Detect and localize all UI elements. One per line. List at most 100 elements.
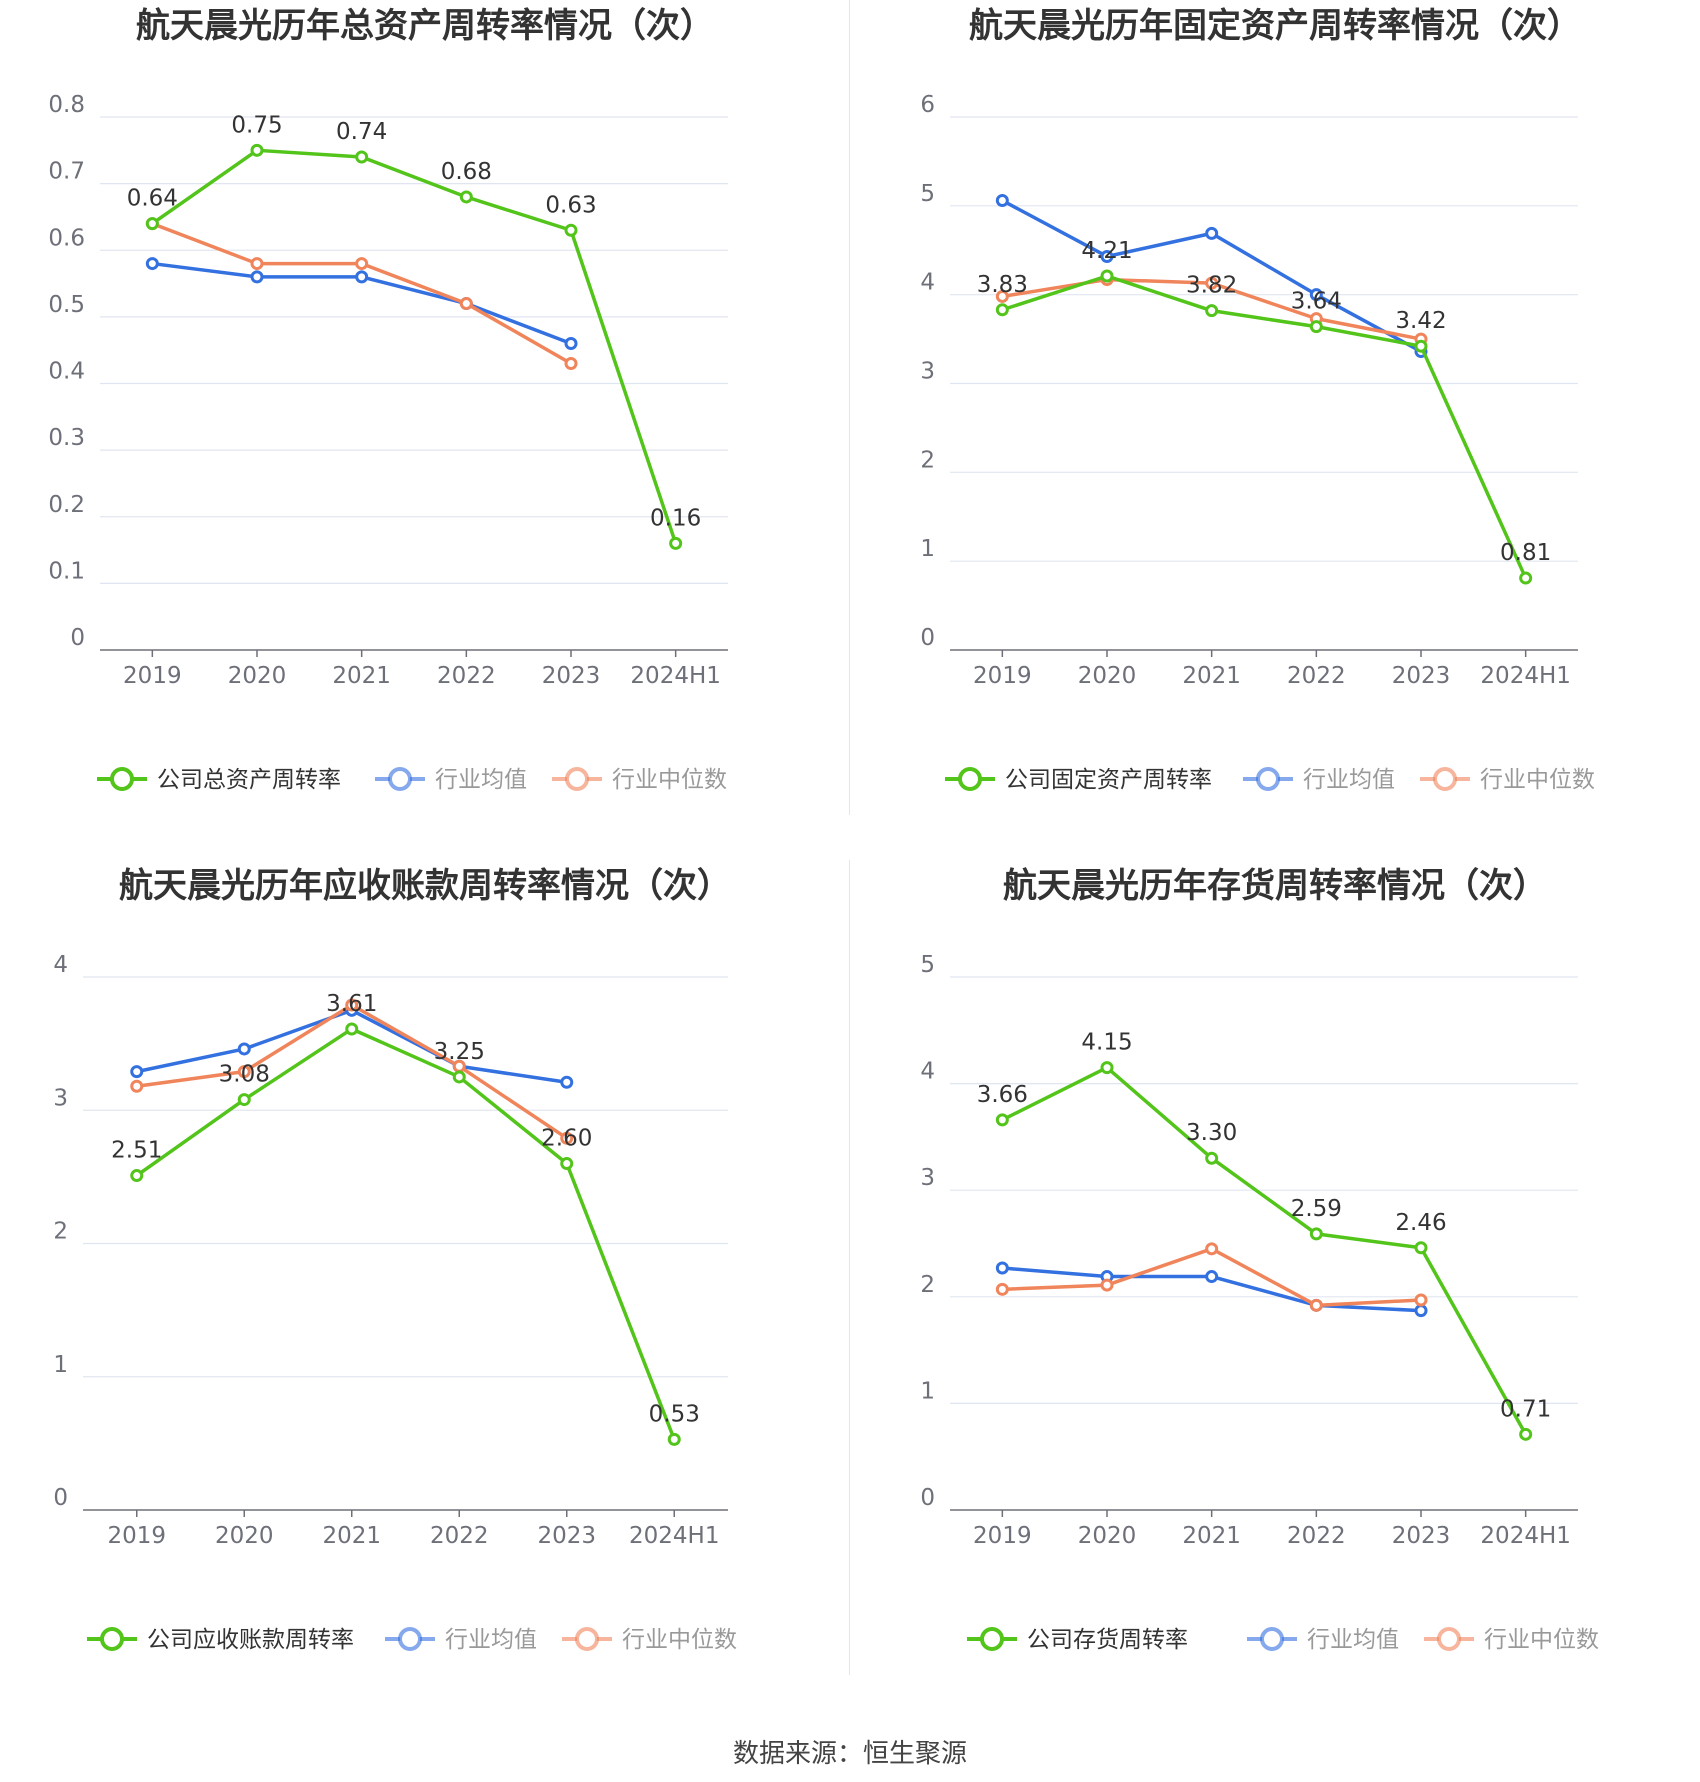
legend-item-company[interactable]: 公司固定资产周转率 bbox=[945, 767, 1212, 793]
legend-label: 行业均值 bbox=[1307, 1627, 1399, 1653]
data-point-company[interactable] bbox=[452, 1070, 466, 1084]
legend-label: 行业均值 bbox=[445, 1627, 537, 1653]
data-point-industry_avg[interactable] bbox=[995, 194, 1009, 208]
data-point-industry_median[interactable] bbox=[1414, 1293, 1428, 1307]
data-point-company[interactable] bbox=[669, 536, 683, 550]
data-point-industry_avg[interactable] bbox=[130, 1065, 144, 1079]
legend-item-industry_median[interactable]: 行业中位数 bbox=[1420, 767, 1595, 793]
y-tick-label: 0.7 bbox=[48, 159, 85, 185]
data-point-industry_median[interactable] bbox=[560, 1131, 574, 1145]
x-tick-label: 2024H1 bbox=[630, 663, 720, 689]
data-point-industry_median[interactable] bbox=[345, 998, 359, 1012]
data-point-industry_median[interactable] bbox=[1100, 1278, 1114, 1292]
data-point-industry_median[interactable] bbox=[1309, 1298, 1323, 1312]
legend-item-industry_median[interactable]: 行业中位数 bbox=[552, 767, 727, 793]
data-point-industry_avg[interactable] bbox=[564, 337, 578, 351]
data-point-company[interactable] bbox=[1414, 339, 1428, 353]
x-tick-label: 2019 bbox=[123, 663, 182, 689]
legend-marker-icon bbox=[980, 1627, 1004, 1651]
data-point-company[interactable] bbox=[250, 143, 264, 157]
legend-marker-icon bbox=[100, 1627, 124, 1651]
data-point-company[interactable] bbox=[1519, 571, 1533, 585]
data-point-company[interactable] bbox=[355, 150, 369, 164]
panel-divider-top bbox=[849, 0, 850, 815]
data-point-company[interactable] bbox=[667, 1432, 681, 1446]
x-tick-label: 2021 bbox=[332, 663, 391, 689]
data-point-company[interactable] bbox=[1205, 1151, 1219, 1165]
data-point-company[interactable] bbox=[459, 190, 473, 204]
data-point-industry_avg[interactable] bbox=[355, 270, 369, 284]
data-point-industry_median[interactable] bbox=[130, 1079, 144, 1093]
y-tick-label: 1 bbox=[920, 536, 935, 562]
legend-item-industry_avg[interactable]: 行业均值 bbox=[375, 767, 527, 793]
y-tick-label: 0.8 bbox=[48, 92, 85, 118]
data-point-company[interactable] bbox=[560, 1157, 574, 1171]
data-point-company[interactable] bbox=[130, 1169, 144, 1183]
data-label: 0.75 bbox=[231, 112, 282, 138]
legend-item-industry_avg[interactable]: 行业均值 bbox=[1243, 767, 1395, 793]
data-label: 3.82 bbox=[1186, 273, 1237, 299]
data-point-industry_avg[interactable] bbox=[145, 257, 159, 271]
legend-label: 行业均值 bbox=[435, 767, 527, 793]
data-point-company[interactable] bbox=[1309, 1227, 1323, 1241]
data-point-industry_avg[interactable] bbox=[1205, 226, 1219, 240]
legend-item-industry_median[interactable]: 行业中位数 bbox=[1424, 1627, 1599, 1653]
data-point-industry_avg[interactable] bbox=[237, 1042, 251, 1056]
y-tick-label: 0.4 bbox=[48, 359, 85, 385]
data-point-company[interactable] bbox=[995, 1113, 1009, 1127]
legend-item-company[interactable]: 公司总资产周转率 bbox=[97, 767, 341, 793]
data-label: 3.61 bbox=[326, 991, 377, 1017]
data-label: 2.60 bbox=[541, 1126, 592, 1152]
data-point-industry_avg[interactable] bbox=[1100, 249, 1114, 263]
data-label: 3.42 bbox=[1395, 308, 1446, 334]
data-point-company[interactable] bbox=[345, 1022, 359, 1036]
y-tick-label: 5 bbox=[920, 181, 935, 207]
x-tick-label: 2022 bbox=[437, 663, 496, 689]
data-point-industry_avg[interactable] bbox=[1309, 288, 1323, 302]
legend-item-company[interactable]: 公司应收账款周转率 bbox=[87, 1627, 354, 1653]
x-tick-label: 2023 bbox=[537, 1523, 596, 1549]
data-point-industry_median[interactable] bbox=[1205, 276, 1219, 290]
data-point-company[interactable] bbox=[237, 1093, 251, 1107]
data-point-industry_median[interactable] bbox=[237, 1065, 251, 1079]
data-point-industry_avg[interactable] bbox=[560, 1075, 574, 1089]
series-line-industry_avg bbox=[136, 1008, 568, 1084]
data-point-company[interactable] bbox=[1414, 1241, 1428, 1255]
data-point-company[interactable] bbox=[1519, 1427, 1533, 1441]
data-point-industry_avg[interactable] bbox=[995, 1261, 1009, 1275]
data-point-industry_median[interactable] bbox=[250, 257, 264, 271]
data-point-company[interactable] bbox=[145, 217, 159, 231]
y-tick-label: 0 bbox=[70, 625, 85, 651]
data-point-industry_median[interactable] bbox=[995, 1282, 1009, 1296]
chart-title: 航天晨光历年固定资产周转率情况（次） bbox=[969, 6, 1581, 46]
data-label: 2.46 bbox=[1395, 1210, 1446, 1236]
legend-label: 行业中位数 bbox=[612, 767, 727, 793]
y-tick-label: 0.5 bbox=[48, 292, 85, 318]
data-point-company[interactable] bbox=[995, 303, 1009, 317]
series-line-industry_median bbox=[151, 221, 572, 366]
data-point-industry_median[interactable] bbox=[355, 257, 369, 271]
data-point-industry_avg[interactable] bbox=[1414, 1304, 1428, 1318]
data-label: 4.21 bbox=[1081, 238, 1132, 264]
legend-item-industry_avg[interactable]: 行业均值 bbox=[385, 1627, 537, 1653]
data-point-industry_median[interactable] bbox=[1205, 1242, 1219, 1256]
data-label: 0.74 bbox=[336, 119, 387, 145]
legend-item-company[interactable]: 公司存货周转率 bbox=[967, 1627, 1188, 1653]
legend-label: 行业均值 bbox=[1303, 767, 1395, 793]
x-tick-label: 2023 bbox=[1392, 1523, 1451, 1549]
data-point-company[interactable] bbox=[1205, 304, 1219, 318]
x-tick-label: 2020 bbox=[1078, 663, 1137, 689]
data-point-company[interactable] bbox=[564, 223, 578, 237]
data-point-company[interactable] bbox=[1100, 1061, 1114, 1075]
data-point-industry_median[interactable] bbox=[564, 357, 578, 371]
data-point-industry_avg[interactable] bbox=[250, 270, 264, 284]
data-point-company[interactable] bbox=[1100, 269, 1114, 283]
y-tick-label: 5 bbox=[920, 952, 935, 978]
legend-item-industry_avg[interactable]: 行业均值 bbox=[1247, 1627, 1399, 1653]
data-point-industry_median[interactable] bbox=[995, 289, 1009, 303]
legend-item-industry_median[interactable]: 行业中位数 bbox=[562, 1627, 737, 1653]
data-point-industry_median[interactable] bbox=[459, 297, 473, 311]
x-tick-label: 2022 bbox=[1287, 663, 1346, 689]
data-point-industry_avg[interactable] bbox=[1205, 1270, 1219, 1284]
data-point-company[interactable] bbox=[1309, 320, 1323, 334]
